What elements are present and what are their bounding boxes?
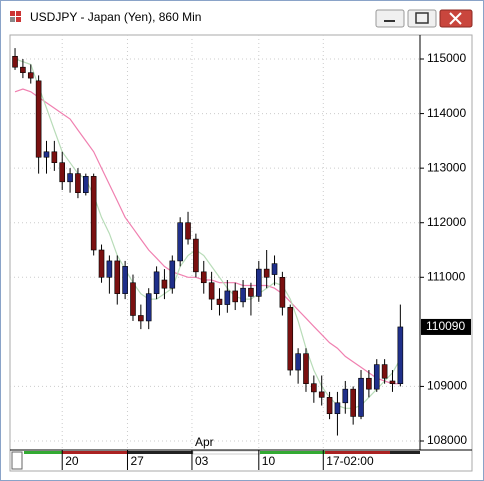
- minimize-button[interactable]: [375, 9, 405, 28]
- candle-body: [185, 222, 191, 240]
- candle-body: [67, 173, 73, 183]
- candle-body: [35, 80, 42, 158]
- candle-body: [138, 315, 144, 322]
- chart-area: [9, 34, 473, 472]
- candle-body: [83, 176, 89, 194]
- candle-body: [279, 276, 286, 308]
- candle-body: [373, 364, 380, 390]
- candle-body: [130, 282, 136, 316]
- candle-body: [334, 402, 341, 415]
- y-tick-label: 115000: [427, 51, 466, 65]
- candle-body: [98, 249, 105, 278]
- last-price-box: [421, 318, 471, 335]
- candle-body: [342, 388, 349, 404]
- candle-body: [161, 279, 168, 289]
- candle-body: [397, 326, 404, 384]
- candle-body: [208, 282, 215, 300]
- candle-body: [381, 364, 388, 379]
- candle-body: [287, 307, 294, 371]
- candle-body: [193, 238, 199, 273]
- candle-body: [90, 176, 97, 251]
- candle-body: [366, 377, 372, 390]
- candle-body: [43, 151, 50, 158]
- moving-average-line: [14, 88, 401, 385]
- y-tick-label: 108000: [427, 433, 467, 447]
- y-tick-label: 109000: [427, 379, 467, 393]
- candle-body: [248, 287, 254, 297]
- plot: 108000 109000 111000 112000 113000 114000 1150…: [10, 35, 471, 470]
- candle-body: [311, 383, 317, 393]
- candle-body: [51, 151, 58, 163]
- candle-body: [169, 260, 176, 289]
- x-tick-label: 17-02:00: [326, 454, 374, 468]
- y-tick-label: 113000: [427, 160, 466, 174]
- candle-body: [350, 388, 356, 417]
- candle-body: [263, 268, 270, 278]
- app-icon: [10, 11, 21, 22]
- y-tick-label: 111000: [427, 269, 466, 283]
- close-button[interactable]: [439, 9, 473, 28]
- candle-body: [20, 66, 26, 73]
- last-price-label: 110090: [426, 319, 465, 333]
- candle-body: [216, 298, 223, 305]
- session-bar: [24, 450, 420, 455]
- candle-body: [114, 260, 121, 294]
- x-tick-label: 27: [130, 454, 144, 468]
- candle-body: [318, 391, 325, 398]
- candle-body: [295, 353, 301, 371]
- candle-body: [271, 263, 278, 275]
- candle-body: [240, 287, 246, 303]
- x-tick-label: 03: [195, 454, 209, 468]
- candle-body: [27, 72, 34, 79]
- candle-body: [326, 397, 333, 415]
- candle-body: [153, 271, 160, 294]
- y-tick-label: 112000: [427, 215, 466, 229]
- candle-body: [224, 290, 231, 305]
- candle-body: [59, 162, 66, 183]
- candle-body: [200, 271, 207, 284]
- candle-body: [75, 173, 81, 194]
- scroll-handle[interactable]: [11, 451, 23, 470]
- x-tick-label: 10: [262, 454, 276, 468]
- candle-body: [145, 293, 152, 322]
- candle-body: [389, 380, 396, 384]
- candle-body: [255, 268, 262, 297]
- maximize-button[interactable]: [407, 9, 437, 28]
- candle-body: [122, 266, 128, 294]
- candle-body: [232, 290, 239, 303]
- month-label: Apr: [195, 435, 214, 449]
- y-tick-label: 114000: [427, 106, 466, 120]
- candle-body: [358, 377, 364, 417]
- x-tick-label: 20: [65, 454, 79, 468]
- candle-body: [106, 260, 113, 278]
- window-title: USDJPY - Japan (Yen), 860 Min: [30, 10, 201, 24]
- candle-body: [177, 222, 183, 262]
- candle-body: [12, 55, 18, 68]
- candle-body: [303, 353, 309, 384]
